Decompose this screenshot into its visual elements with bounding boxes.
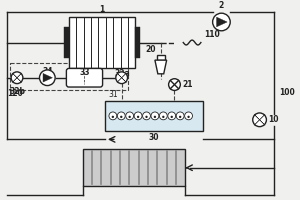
Circle shape	[134, 112, 142, 120]
Text: 21: 21	[182, 80, 193, 89]
Text: 33: 33	[79, 68, 90, 77]
Circle shape	[40, 70, 55, 86]
Circle shape	[168, 112, 176, 120]
Circle shape	[117, 112, 125, 120]
Polygon shape	[43, 73, 52, 82]
Circle shape	[171, 116, 173, 118]
Text: 31: 31	[108, 90, 118, 99]
Circle shape	[213, 13, 230, 31]
Bar	[105, 101, 203, 131]
Polygon shape	[254, 114, 265, 125]
Text: 2: 2	[219, 1, 224, 10]
Text: 20: 20	[146, 45, 156, 54]
Text: 32b: 32b	[10, 87, 26, 96]
Circle shape	[128, 116, 131, 118]
Polygon shape	[12, 73, 22, 82]
Circle shape	[109, 112, 117, 120]
Circle shape	[253, 113, 266, 127]
Circle shape	[145, 116, 148, 118]
Text: 110: 110	[204, 30, 220, 39]
Text: 30: 30	[149, 133, 159, 142]
Bar	[69, 17, 135, 68]
Circle shape	[188, 116, 190, 118]
Circle shape	[142, 112, 150, 120]
Circle shape	[126, 112, 134, 120]
Polygon shape	[217, 17, 227, 27]
Text: 100: 100	[279, 88, 295, 97]
Circle shape	[120, 116, 122, 118]
Polygon shape	[117, 73, 126, 82]
Circle shape	[159, 112, 167, 120]
Bar	[135, 27, 140, 58]
Circle shape	[184, 112, 193, 120]
Text: 1: 1	[100, 5, 105, 14]
Bar	[10, 63, 128, 90]
Circle shape	[162, 116, 164, 118]
FancyBboxPatch shape	[66, 68, 103, 87]
Text: 34: 34	[42, 67, 52, 76]
Bar	[64, 27, 69, 58]
Circle shape	[169, 79, 180, 90]
Text: 120: 120	[7, 89, 23, 98]
Polygon shape	[117, 73, 126, 82]
Circle shape	[179, 116, 181, 118]
Circle shape	[116, 72, 127, 84]
Circle shape	[176, 112, 184, 120]
Circle shape	[137, 116, 139, 118]
Text: 10: 10	[268, 115, 279, 124]
Polygon shape	[254, 114, 265, 125]
Circle shape	[151, 112, 159, 120]
Circle shape	[112, 116, 114, 118]
Polygon shape	[155, 60, 167, 74]
Circle shape	[11, 72, 23, 84]
Polygon shape	[12, 73, 22, 82]
Circle shape	[154, 116, 156, 118]
Bar	[82, 149, 185, 186]
Text: 32a: 32a	[115, 69, 130, 78]
Bar	[157, 55, 165, 60]
